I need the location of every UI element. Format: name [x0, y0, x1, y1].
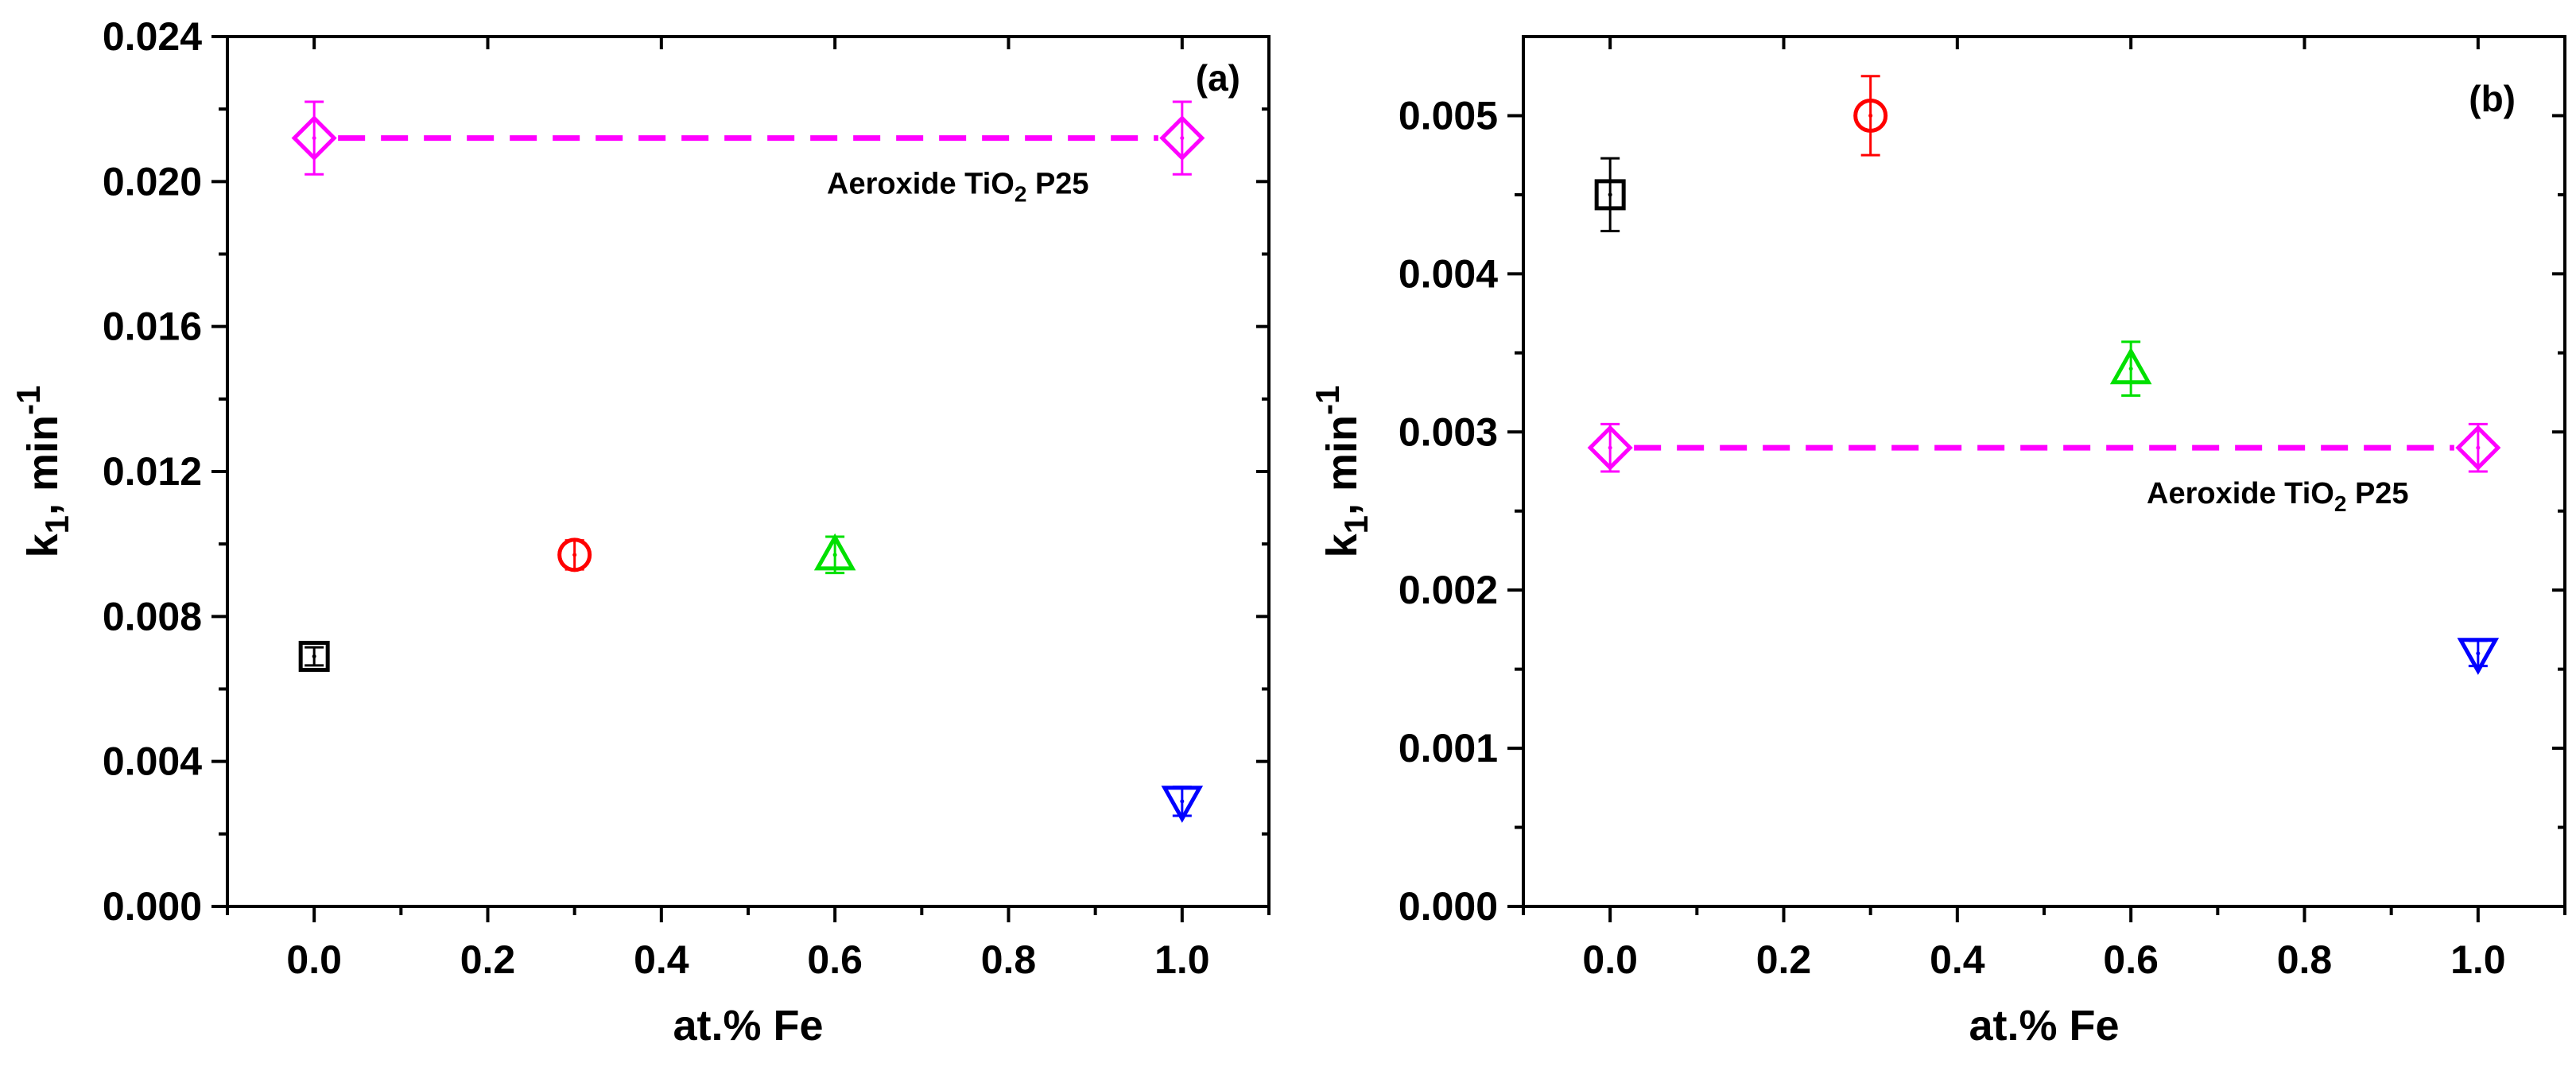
y-axis-title-unit: , min: [1318, 415, 1366, 515]
y-axis-title-sup: -1: [1309, 386, 1346, 415]
y-tick-label: 0.003: [1399, 409, 1498, 454]
x-tick-label: 0.0: [286, 937, 342, 982]
data-point-1-square: [1594, 179, 1626, 211]
x-tick-label: 0.4: [634, 937, 689, 982]
x-tick-label: 1.0: [1154, 937, 1210, 982]
data-point-2-circle: [557, 537, 592, 572]
reference-point-diamond-center-dot: [1608, 445, 1612, 450]
y-tick-label: 0.016: [103, 305, 202, 349]
plot-frame: [1522, 35, 2566, 908]
reference-label-sub: 2: [1014, 182, 1027, 207]
data-point-2-circle-center-dot: [572, 553, 577, 557]
y-tick-label: 0.012: [103, 449, 202, 494]
y-axis-title-sub: 1: [38, 515, 76, 534]
y-axis-title-main: k: [1318, 533, 1366, 557]
reference-point-diamond: [2455, 425, 2501, 471]
x-tick-label: 0.2: [460, 937, 516, 982]
data-point-4-triangle-down: [1161, 786, 1204, 823]
y-tick-label: 0.024: [103, 14, 202, 59]
y-tick-label: 0.020: [103, 159, 202, 204]
y-axis-title-sub: 1: [1337, 515, 1375, 534]
plot-frame: [226, 35, 1271, 908]
reference-label-sub: 2: [2334, 491, 2347, 516]
y-tick-label: 0.004: [103, 739, 202, 784]
x-tick-label: 0.2: [1756, 937, 1812, 982]
y-axis-title-unit: , min: [19, 415, 67, 515]
reference-point-diamond: [291, 115, 337, 161]
data-point-2-circle-center-dot: [1868, 113, 1873, 118]
reference-point-diamond: [1587, 425, 1633, 471]
x-tick-label: 0.8: [2277, 937, 2333, 982]
y-tick-label: 0.002: [1399, 568, 1498, 612]
panel-a: 0.0 0.2 0.4 0.6 0.8 1.0 0.000 0.004 0.008 0.012 0.…: [10, 14, 1271, 1050]
y-tick-label: 0.000: [103, 884, 202, 929]
reference-label-main: Aeroxide TiO: [827, 168, 1014, 201]
y-tick-label: 0.008: [103, 594, 202, 638]
data-point-4-triangle-down-center-dot: [1180, 799, 1185, 804]
reference-point-diamond-center-dot: [1180, 136, 1185, 141]
reference-point-diamond-center-dot: [2476, 445, 2481, 450]
data-point-1-square-center-dot: [312, 654, 316, 658]
x-tick-label: 0.0: [1582, 937, 1638, 982]
x-tick-label: 0.6: [2103, 937, 2159, 982]
y-axis-title: k1, min-1: [1309, 386, 1375, 558]
x-axis-title: at.% Fe: [673, 1002, 823, 1050]
data-point-4-triangle-down: [2457, 638, 2500, 675]
reference-label: Aeroxide TiO2 P25: [827, 168, 1089, 207]
panel-label: (b): [2469, 78, 2516, 119]
data-point-1-square-center-dot: [1608, 192, 1612, 197]
y-tick-label: 0.004: [1399, 251, 1498, 296]
y-axis-title: k1, min-1: [10, 386, 76, 558]
x-tick-label: 0.6: [807, 937, 863, 982]
data-point-2-circle: [1853, 98, 1888, 133]
reference-point-diamond-center-dot: [312, 136, 316, 141]
panel-label: (a): [1196, 57, 1240, 99]
reference-point-diamond: [1159, 115, 1205, 161]
y-tick-label: 0.001: [1399, 726, 1498, 770]
y-axis-title-sup: -1: [10, 386, 47, 415]
reference-label-main: Aeroxide TiO: [2147, 477, 2334, 510]
reference-label-tail: P25: [1026, 168, 1088, 201]
data-point-4-triangle-down-center-dot: [2476, 651, 2481, 656]
x-tick-label: 1.0: [2450, 937, 2506, 982]
x-tick-label: 0.8: [981, 937, 1037, 982]
y-axis-title-main: k: [19, 533, 67, 557]
y-tick-label: 0.000: [1399, 884, 1498, 929]
data-point-3-triangle-up-center-dot: [2128, 367, 2133, 371]
reference-label: Aeroxide TiO2 P25: [2147, 477, 2409, 516]
reference-label-tail: P25: [2346, 477, 2408, 510]
x-tick-label: 0.4: [1930, 937, 1985, 982]
y-tick-label: 0.005: [1399, 93, 1498, 138]
data-point-3-triangle-up: [813, 533, 856, 571]
data-point-3-triangle-up: [2109, 347, 2152, 385]
data-point-1-square: [298, 640, 330, 672]
data-point-3-triangle-up-center-dot: [832, 553, 837, 557]
panel-b: 0.0 0.2 0.4 0.6 0.8 1.0 0.000 0.001 0.002 0.003 0.…: [1309, 35, 2566, 1050]
x-axis-title: at.% Fe: [1969, 1002, 2119, 1050]
